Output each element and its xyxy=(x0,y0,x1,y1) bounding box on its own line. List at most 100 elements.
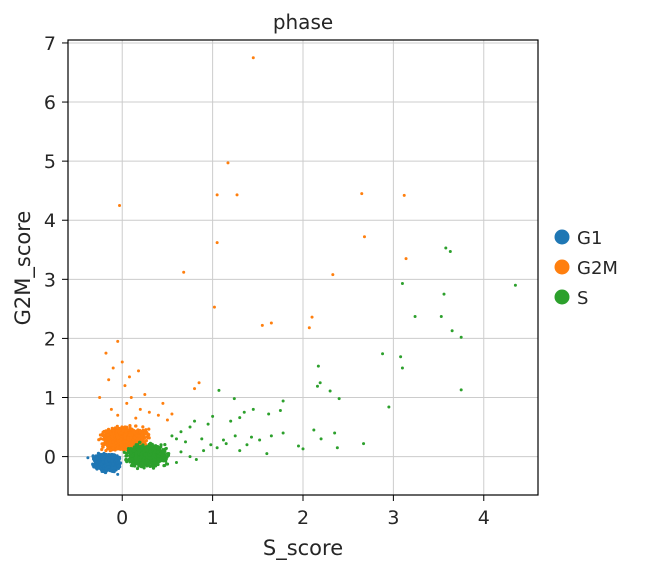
data-point xyxy=(165,418,169,422)
data-point xyxy=(145,459,149,463)
data-point xyxy=(138,428,142,433)
data-point xyxy=(245,443,249,447)
data-point xyxy=(459,335,463,339)
data-point xyxy=(134,454,138,458)
data-point xyxy=(147,427,151,431)
data-point xyxy=(182,270,186,274)
data-point xyxy=(152,453,156,457)
data-point xyxy=(159,445,163,449)
data-point xyxy=(165,462,169,466)
data-point xyxy=(111,429,115,433)
data-point xyxy=(128,424,132,428)
data-point xyxy=(174,437,178,441)
data-point xyxy=(138,457,142,462)
data-point xyxy=(103,439,107,443)
data-point xyxy=(86,456,90,460)
data-point xyxy=(143,393,147,397)
data-point xyxy=(109,407,113,411)
data-point xyxy=(238,449,242,453)
legend-item-s: S xyxy=(554,288,588,309)
data-point xyxy=(132,462,136,466)
data-point xyxy=(226,161,230,165)
data-point xyxy=(113,466,117,470)
data-point xyxy=(193,387,197,391)
data-point xyxy=(188,425,192,429)
data-point xyxy=(97,438,101,442)
data-point xyxy=(125,401,129,405)
data-point xyxy=(118,203,122,207)
data-point xyxy=(200,437,204,441)
data-point xyxy=(331,273,335,277)
data-point xyxy=(400,281,404,285)
data-point xyxy=(116,339,120,343)
data-point xyxy=(513,283,517,287)
data-point xyxy=(170,412,174,416)
data-point xyxy=(140,433,144,438)
y-tick-label: 3 xyxy=(44,269,56,291)
data-point xyxy=(209,443,213,447)
data-point xyxy=(117,429,121,433)
data-point xyxy=(129,396,133,399)
data-point xyxy=(111,462,115,466)
data-point xyxy=(150,443,154,448)
data-point xyxy=(107,378,111,382)
data-point xyxy=(137,450,141,454)
data-point xyxy=(156,413,160,417)
grid-lines xyxy=(68,40,538,495)
data-point xyxy=(337,397,341,401)
data-point xyxy=(170,434,174,438)
data-point xyxy=(127,457,132,461)
series-s xyxy=(122,246,517,471)
data-point xyxy=(442,292,446,296)
data-point xyxy=(134,416,138,420)
x-axis-label: S_score xyxy=(263,536,343,561)
data-point xyxy=(258,438,262,442)
data-point xyxy=(123,433,127,437)
data-point xyxy=(107,437,111,441)
data-point xyxy=(439,315,443,319)
data-point xyxy=(328,389,332,393)
data-point xyxy=(120,360,124,364)
data-point xyxy=(128,449,132,454)
data-point xyxy=(136,460,140,464)
data-point xyxy=(91,454,95,458)
data-point xyxy=(238,416,242,420)
data-point xyxy=(233,434,237,438)
data-point xyxy=(215,241,219,245)
data-point xyxy=(362,442,366,446)
data-point xyxy=(111,446,115,450)
data-point xyxy=(129,436,133,440)
data-point xyxy=(124,451,129,455)
data-point xyxy=(267,412,271,416)
legend-marker xyxy=(554,259,570,275)
data-point xyxy=(160,453,164,457)
data-point xyxy=(147,462,151,466)
data-point xyxy=(137,369,140,373)
data-point xyxy=(138,407,142,411)
data-point xyxy=(147,410,151,414)
y-tick-label: 2 xyxy=(44,328,56,350)
data-point xyxy=(129,444,133,448)
data-point xyxy=(215,193,219,197)
data-point xyxy=(156,450,160,454)
data-point xyxy=(301,447,305,451)
data-point xyxy=(164,446,168,451)
legend-item-g2m: G2M xyxy=(554,258,618,279)
data-point xyxy=(116,436,120,440)
data-point xyxy=(95,456,99,460)
data-point xyxy=(104,351,108,355)
data-point xyxy=(110,452,114,457)
data-point xyxy=(152,461,156,465)
y-tick-label: 1 xyxy=(44,388,56,410)
data-point xyxy=(107,458,111,462)
data-point xyxy=(98,396,102,399)
data-point xyxy=(115,447,119,451)
data-point xyxy=(399,355,403,359)
data-point xyxy=(100,447,104,452)
data-point xyxy=(269,434,273,438)
data-point xyxy=(101,430,105,434)
data-point xyxy=(111,440,115,444)
data-point xyxy=(151,466,156,470)
data-point xyxy=(95,466,100,470)
